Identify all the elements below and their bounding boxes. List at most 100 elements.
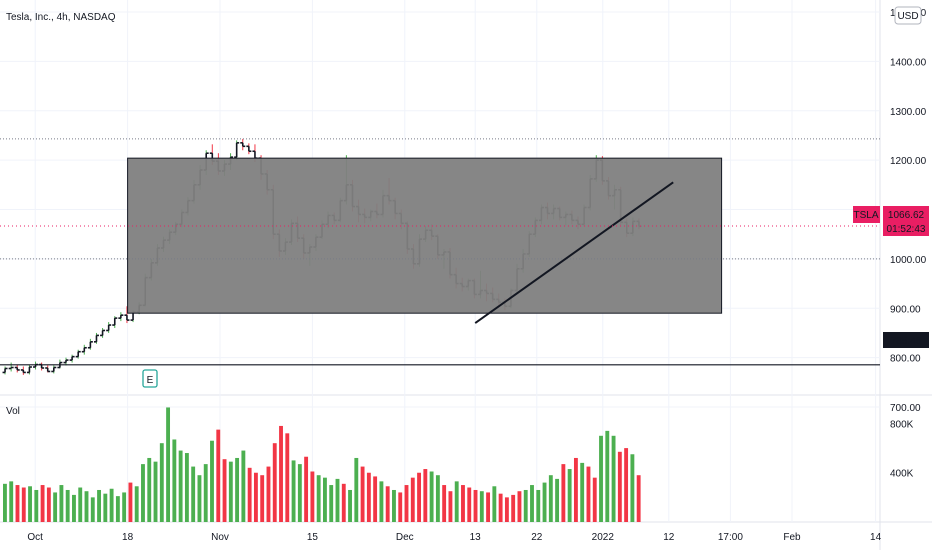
volume-bar[interactable] — [398, 492, 403, 522]
volume-bar[interactable] — [84, 491, 89, 522]
volume-bar[interactable] — [109, 488, 114, 522]
volume-bar[interactable] — [410, 477, 415, 522]
volume-bar[interactable] — [9, 481, 14, 522]
earnings-marker[interactable]: E — [142, 369, 158, 388]
volume-bar[interactable] — [467, 487, 472, 522]
volume-bar[interactable] — [285, 433, 290, 522]
volume-bar[interactable] — [542, 482, 547, 522]
volume-bar[interactable] — [435, 475, 440, 522]
volume-bar[interactable] — [573, 457, 578, 522]
time-axis[interactable]: Oct 18 Nov 15 Dec 13 22 2022 12 17:00 Feb 14 — [27, 532, 881, 543]
ohlc-bar[interactable] — [75, 349, 81, 359]
volume-bar[interactable] — [354, 457, 359, 522]
volume-bar[interactable] — [46, 487, 51, 522]
volume-bar[interactable] — [335, 478, 340, 522]
volume-bar[interactable] — [147, 457, 152, 522]
volume-bar[interactable] — [442, 485, 447, 522]
ohlc-bar[interactable] — [246, 143, 252, 155]
ohlc-bar[interactable] — [93, 332, 99, 344]
volume-bar[interactable] — [592, 477, 597, 522]
volume-bar[interactable] — [15, 485, 20, 522]
volume-bar[interactable] — [373, 476, 378, 522]
volume-bar[interactable] — [228, 461, 233, 522]
volume-bar[interactable] — [630, 454, 635, 522]
volume-bar[interactable] — [247, 467, 252, 522]
volume-bar[interactable] — [216, 429, 221, 522]
volume-bar[interactable] — [178, 450, 183, 522]
volume-bar[interactable] — [97, 489, 101, 522]
volume-bar[interactable] — [34, 489, 39, 522]
volume-pane[interactable] — [3, 407, 641, 522]
ohlc-bar[interactable] — [51, 365, 57, 374]
volume-bar[interactable] — [222, 459, 227, 522]
volume-bar[interactable] — [115, 496, 120, 522]
volume-bar[interactable] — [191, 466, 196, 522]
volume-bar[interactable] — [454, 481, 459, 522]
volume-bar[interactable] — [548, 475, 553, 522]
volume-bar[interactable] — [59, 485, 64, 522]
volume-bar[interactable] — [65, 489, 70, 522]
volume-bar[interactable] — [291, 460, 296, 522]
volume-bar[interactable] — [624, 448, 629, 522]
volume-bar[interactable] — [479, 491, 484, 522]
volume-bar[interactable] — [310, 471, 315, 522]
ohlc-bar[interactable] — [45, 365, 51, 373]
volume-bar[interactable] — [184, 453, 189, 522]
ohlc-bar[interactable] — [69, 354, 75, 363]
volume-bar[interactable] — [605, 430, 610, 522]
volume-bar[interactable] — [511, 494, 516, 522]
volume-bar[interactable] — [492, 486, 497, 522]
volume-bar[interactable] — [392, 489, 396, 522]
volume-bar[interactable] — [504, 497, 509, 522]
volume-bar[interactable] — [134, 486, 139, 522]
volume-bar[interactable] — [279, 425, 283, 522]
volume-bar[interactable] — [40, 485, 45, 522]
volume-bar[interactable] — [530, 485, 534, 522]
volume-bar[interactable] — [241, 450, 246, 522]
volume-bar[interactable] — [235, 457, 240, 522]
volume-bar[interactable] — [78, 487, 83, 522]
volume-bar[interactable] — [304, 456, 309, 522]
volume-bar[interactable] — [586, 466, 591, 522]
volume-bar[interactable] — [260, 475, 265, 522]
volume-bar[interactable] — [486, 492, 491, 522]
volume-bar[interactable] — [159, 443, 164, 522]
volume-bar[interactable] — [536, 489, 541, 522]
ohlc-bar[interactable] — [118, 312, 124, 322]
volume-bar[interactable] — [3, 483, 7, 522]
ohlc-bar[interactable] — [100, 328, 106, 338]
volume-bar[interactable] — [473, 489, 478, 522]
volume-bar[interactable] — [599, 435, 603, 522]
volume-bar[interactable] — [53, 492, 58, 522]
volume-bar[interactable] — [141, 464, 145, 522]
volume-bar[interactable] — [567, 469, 572, 522]
ohlc-bar[interactable] — [112, 316, 118, 328]
ohlc-bar[interactable] — [106, 322, 112, 333]
volume-bar[interactable] — [429, 471, 434, 522]
volume-bar[interactable] — [636, 475, 641, 522]
trendline[interactable] — [474, 181, 674, 324]
volume-bar[interactable] — [297, 464, 302, 522]
volume-bar[interactable] — [360, 466, 365, 522]
volume-bar[interactable] — [128, 482, 133, 522]
volume-bar[interactable] — [323, 477, 327, 522]
volume-bar[interactable] — [272, 443, 277, 522]
ohlc-bar[interactable] — [81, 344, 87, 355]
range-rectangle[interactable] — [127, 157, 723, 314]
volume-bar[interactable] — [166, 407, 171, 522]
volume-bar[interactable] — [103, 493, 108, 522]
volume-bar[interactable] — [580, 462, 585, 522]
volume-bar[interactable] — [329, 485, 334, 522]
ohlc-bar[interactable] — [240, 138, 246, 151]
ohlc-bar[interactable] — [87, 338, 93, 350]
ohlc-bar[interactable] — [26, 364, 32, 375]
volume-bar[interactable] — [172, 439, 177, 522]
volume-bar[interactable] — [379, 481, 384, 522]
drawings[interactable] — [0, 138, 880, 366]
volume-bar[interactable] — [72, 494, 76, 522]
ohlc-bar[interactable] — [2, 366, 8, 375]
volume-bar[interactable] — [555, 478, 560, 522]
volume-bar[interactable] — [523, 489, 528, 522]
volume-bar[interactable] — [517, 491, 522, 522]
currency-button[interactable]: USD — [894, 6, 922, 25]
